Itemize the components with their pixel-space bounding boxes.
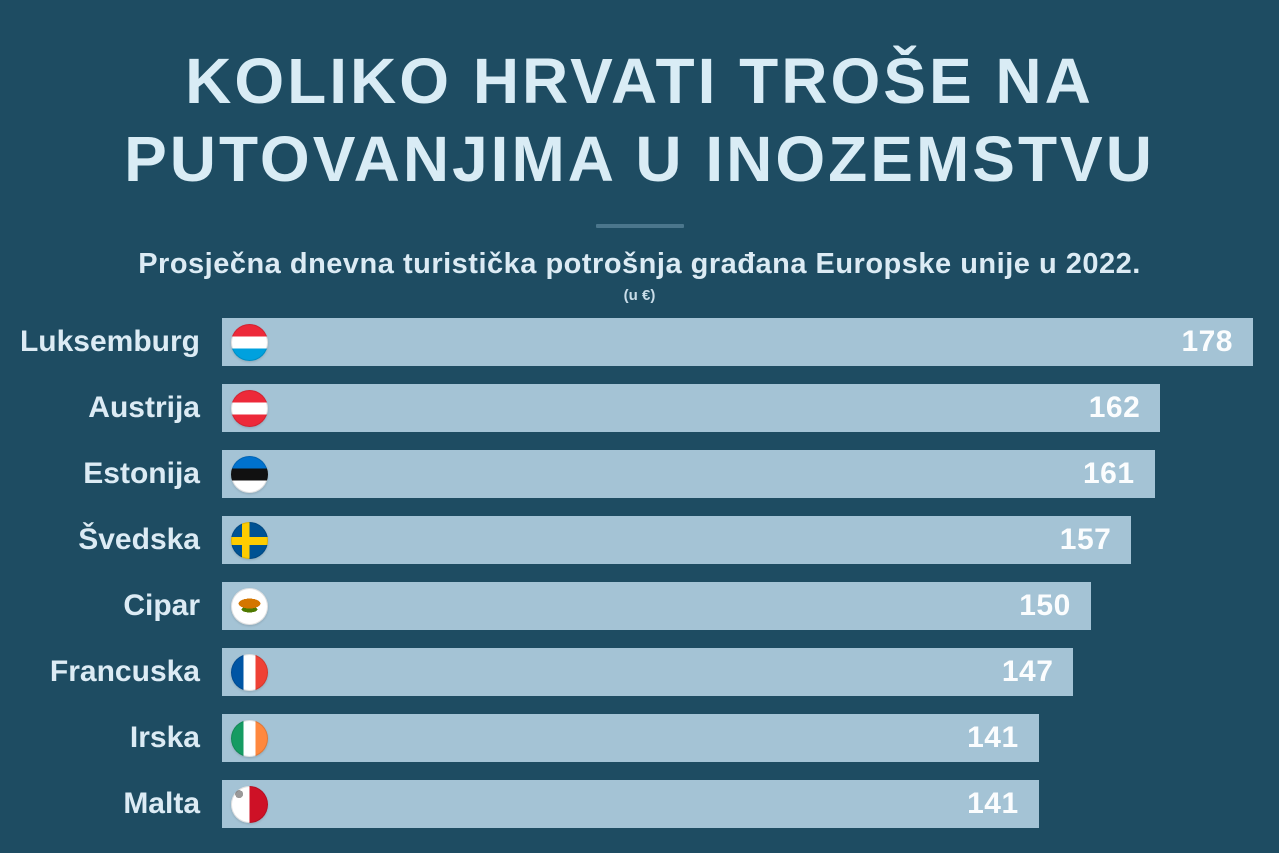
flag-france-icon <box>231 653 268 691</box>
flag-cyprus-icon <box>231 587 268 625</box>
bar-value: 157 <box>1059 523 1112 557</box>
country-label: Luksemburg <box>19 325 200 359</box>
bar-track: 162 <box>222 384 1253 433</box>
bar-track: 141 <box>222 714 1253 763</box>
chart-row: Austrija 162 <box>0 384 1279 433</box>
chart-row: Malta 141 <box>0 780 1279 829</box>
bar: 150 <box>222 582 1091 631</box>
bar-track: 178 <box>222 318 1253 367</box>
flag-estonia-icon <box>231 455 268 493</box>
bar-value: 147 <box>1001 655 1054 689</box>
bar: 147 <box>222 648 1074 697</box>
bar-value: 141 <box>967 787 1019 821</box>
flag-luxembourg-icon <box>231 323 268 361</box>
country-label: Austrija <box>88 391 200 425</box>
flag-austria-icon <box>231 389 268 427</box>
bar-track: 141 <box>222 780 1253 829</box>
header: KOLIKO HRVATI TROŠE NA PUTOVANJIMA U INO… <box>0 0 1279 304</box>
bar: 161 <box>222 450 1155 499</box>
bar-track: 150 <box>222 582 1253 631</box>
chart-subtitle: Prosječna dnevna turistička potrošnja gr… <box>138 248 1141 281</box>
page-title: KOLIKO HRVATI TROŠE NA PUTOVANJIMA U INO… <box>0 42 1279 198</box>
chart-row: Irska 141 <box>0 714 1279 763</box>
chart-row: Cipar 150 <box>0 582 1279 631</box>
country-label: Estonija <box>83 457 200 491</box>
bar-chart: Luksemburg 178 Austrija 162 Estonija 161 Šveds… <box>0 318 1279 829</box>
chart-row: Estonija 161 <box>0 450 1279 499</box>
flag-malta-icon <box>231 785 268 823</box>
flag-sweden-icon <box>231 521 268 559</box>
country-label: Cipar <box>123 589 200 623</box>
bar: 141 <box>222 780 1039 829</box>
bar-value: 162 <box>1088 391 1141 425</box>
bar: 141 <box>222 714 1039 763</box>
bar-value: 178 <box>1181 325 1233 359</box>
country-label: Švedska <box>78 523 200 557</box>
country-label: Malta <box>123 787 200 821</box>
bar-track: 157 <box>222 516 1253 565</box>
chart-row: Švedska 157 <box>0 516 1279 565</box>
title-divider <box>595 224 684 229</box>
bar-track: 147 <box>222 648 1253 697</box>
country-label: Francuska <box>49 655 200 689</box>
country-label: Irska <box>129 721 200 755</box>
chart-row: Francuska 147 <box>0 648 1279 697</box>
bar: 157 <box>222 516 1132 565</box>
bar: 162 <box>222 384 1161 433</box>
bar-value: 161 <box>1082 457 1135 491</box>
unit-label: (u €) <box>623 287 656 305</box>
flag-ireland-icon <box>231 719 268 757</box>
bar-value: 141 <box>967 721 1019 755</box>
bar-value: 150 <box>1019 589 1071 623</box>
chart-row: Luksemburg 178 <box>0 318 1279 367</box>
bar: 178 <box>222 318 1253 367</box>
title-line-2: PUTOVANJIMA U INOZEMSTVU <box>124 123 1155 196</box>
title-line-1: KOLIKO HRVATI TROŠE NA <box>185 45 1094 117</box>
bar-track: 161 <box>222 450 1253 499</box>
